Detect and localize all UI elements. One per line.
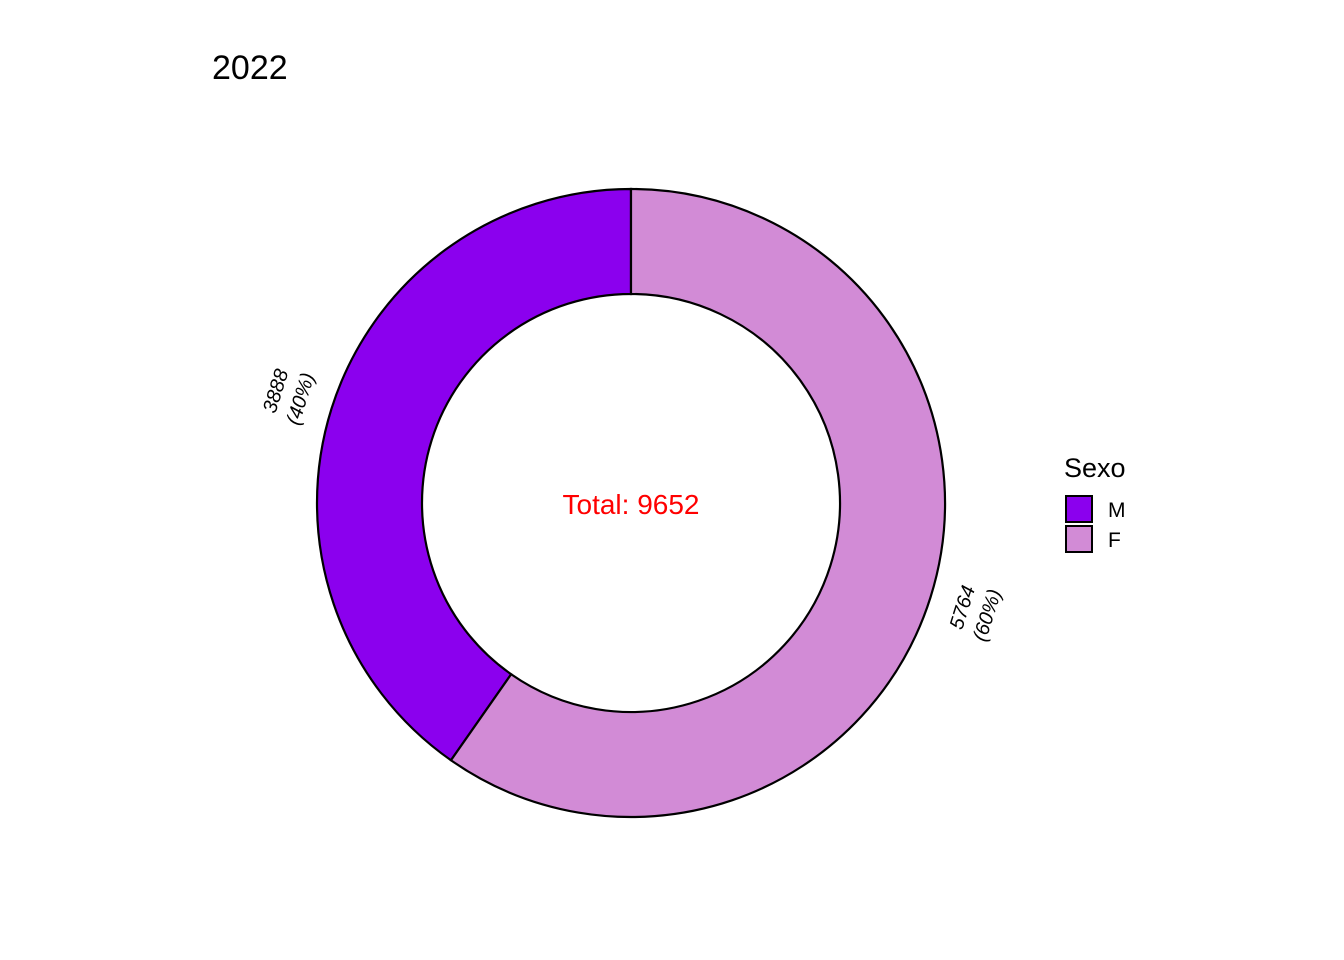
slice-labels: 3888(40%) 5764(60%)	[259, 367, 1006, 645]
chart-title: 2022	[212, 49, 288, 87]
donut-slice-f	[449, 187, 947, 819]
legend-label-m: M	[1108, 499, 1126, 522]
legend-title: Sexo	[1064, 453, 1126, 483]
donut-slices	[315, 187, 947, 819]
legend-swatch-m	[1065, 495, 1093, 523]
donut-slice-m	[315, 187, 633, 762]
legend-swatch-f	[1065, 525, 1093, 553]
legend-label-f: F	[1108, 529, 1121, 552]
legend: Sexo MF	[1064, 453, 1126, 553]
slice-label-m: 3888(40%)	[259, 367, 319, 428]
legend-items: MF	[1065, 495, 1126, 553]
center-total-label: Total: 9652	[563, 489, 700, 520]
slice-label-f: 5764(60%)	[946, 583, 1006, 644]
